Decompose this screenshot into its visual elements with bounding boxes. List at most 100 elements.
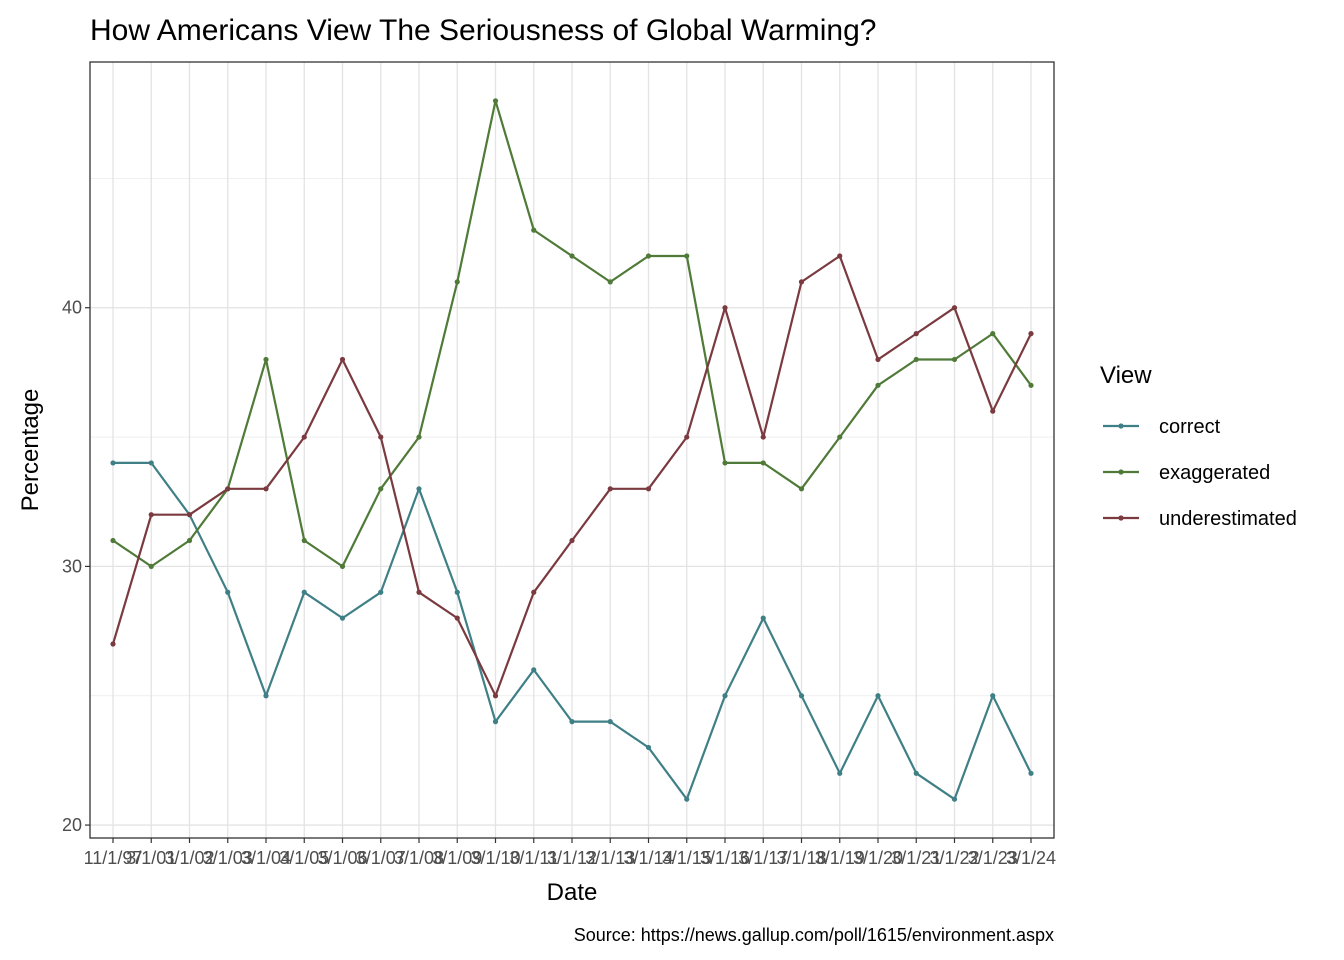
y-tick-label: 30 xyxy=(62,556,82,576)
x-tick-label: 3/1/22 xyxy=(929,848,979,868)
legend-key-point xyxy=(1118,515,1124,521)
x-tick-label: 3/1/13 xyxy=(585,848,635,868)
legend-key-point xyxy=(1118,423,1124,429)
data-point-correct xyxy=(951,796,958,802)
x-tick-label: 3/1/23 xyxy=(968,848,1018,868)
x-tick-label: 3/1/01 xyxy=(126,848,176,868)
data-point-correct xyxy=(875,693,881,699)
data-point-underestimated xyxy=(110,641,116,647)
x-tick-label: 3/1/18 xyxy=(776,848,826,868)
data-point-exaggerated xyxy=(722,460,728,466)
data-point-exaggerated xyxy=(378,486,384,492)
data-point-exaggerated xyxy=(416,434,422,440)
x-tick-label: 3/1/07 xyxy=(356,848,406,868)
data-point-exaggerated xyxy=(569,253,575,259)
data-point-correct xyxy=(263,693,269,699)
data-point-underestimated xyxy=(263,486,269,492)
data-point-exaggerated xyxy=(454,279,460,285)
source-caption: Source: https://news.gallup.com/poll/161… xyxy=(574,925,1054,945)
y-axis: 20 30 40 xyxy=(62,298,90,835)
data-point-exaggerated xyxy=(645,253,652,259)
legend-label-exaggerated: exaggerated xyxy=(1159,462,1270,484)
data-point-exaggerated xyxy=(531,227,537,233)
data-point-exaggerated xyxy=(798,486,805,492)
x-tick-label: 3/1/05 xyxy=(279,848,329,868)
data-point-underestimated xyxy=(990,408,996,414)
y-tick-label: 20 xyxy=(62,815,82,835)
data-point-underestimated xyxy=(837,253,843,259)
data-point-correct xyxy=(301,589,307,595)
chart-title: How Americans View The Seriousness of Gl… xyxy=(90,14,876,47)
x-tick-label: 3/1/09 xyxy=(432,848,482,868)
data-point-correct xyxy=(492,719,499,725)
data-point-underestimated xyxy=(225,486,231,492)
x-tick-label: 3/1/19 xyxy=(815,848,865,868)
legend-label-underestimated: underestimated xyxy=(1159,508,1297,530)
x-tick-label: 11/1/97 xyxy=(84,848,143,868)
legend-key-point xyxy=(1118,469,1124,475)
major-gridlines xyxy=(90,62,1054,838)
x-tick-label: 3/1/12 xyxy=(547,848,597,868)
data-point-underestimated xyxy=(913,331,919,337)
data-point-underestimated xyxy=(416,589,422,595)
data-point-exaggerated xyxy=(913,356,919,363)
x-axis-title: Date xyxy=(547,879,598,906)
data-point-correct xyxy=(722,693,728,699)
x-tick-label: 3/1/14 xyxy=(623,848,673,868)
data-point-underestimated xyxy=(186,512,193,518)
legend: View correct exaggerated underestimated xyxy=(1100,362,1297,530)
data-point-correct xyxy=(684,796,690,802)
data-point-correct xyxy=(148,460,154,466)
data-point-correct xyxy=(378,589,384,595)
data-point-exaggerated xyxy=(492,98,499,104)
data-point-underestimated xyxy=(492,693,499,699)
data-point-correct xyxy=(569,719,575,725)
x-tick-label: 3/1/16 xyxy=(700,848,750,868)
data-point-correct xyxy=(645,744,652,751)
data-point-correct xyxy=(531,667,537,673)
legend-label-correct: correct xyxy=(1159,416,1221,438)
y-axis-title: Percentage xyxy=(17,389,44,512)
data-point-exaggerated xyxy=(760,460,766,466)
data-point-exaggerated xyxy=(875,382,881,388)
data-point-correct xyxy=(990,693,996,699)
data-point-exaggerated xyxy=(110,537,116,544)
x-tick-label: 3/1/11 xyxy=(509,848,558,868)
x-tick-label: 3/1/02 xyxy=(164,848,214,868)
x-tick-label: 3/1/24 xyxy=(1006,848,1056,868)
data-point-underestimated xyxy=(1028,331,1034,337)
data-point-exaggerated xyxy=(339,563,346,570)
data-point-underestimated xyxy=(875,356,881,363)
data-point-underestimated xyxy=(569,537,575,544)
data-point-correct xyxy=(416,486,422,492)
x-tick-label: 3/1/10 xyxy=(470,848,520,868)
data-point-underestimated xyxy=(301,434,307,440)
data-point-underestimated xyxy=(645,486,652,492)
data-point-exaggerated xyxy=(607,279,613,285)
data-point-underestimated xyxy=(607,486,613,492)
data-point-underestimated xyxy=(722,305,728,311)
data-point-correct xyxy=(225,589,231,595)
data-point-correct xyxy=(110,460,116,466)
data-point-underestimated xyxy=(339,356,346,363)
data-point-exaggerated xyxy=(301,537,307,544)
data-point-exaggerated xyxy=(263,356,269,363)
x-tick-label: 3/1/06 xyxy=(317,848,367,868)
data-point-exaggerated xyxy=(148,563,154,570)
x-tick-label: 3/1/20 xyxy=(853,848,903,868)
data-point-correct xyxy=(760,615,766,621)
x-tick-label: 3/1/08 xyxy=(394,848,444,868)
data-point-correct xyxy=(454,589,460,595)
data-point-underestimated xyxy=(798,279,805,285)
data-point-exaggerated xyxy=(1028,382,1034,388)
data-point-underestimated xyxy=(951,305,958,311)
data-point-underestimated xyxy=(684,434,690,440)
data-point-exaggerated xyxy=(186,537,193,544)
x-tick-label: 3/1/17 xyxy=(738,848,788,868)
data-point-underestimated xyxy=(760,434,766,440)
data-point-exaggerated xyxy=(837,434,843,440)
x-tick-label: 3/1/04 xyxy=(241,848,291,868)
data-point-exaggerated xyxy=(684,253,690,259)
data-point-correct xyxy=(798,693,805,699)
